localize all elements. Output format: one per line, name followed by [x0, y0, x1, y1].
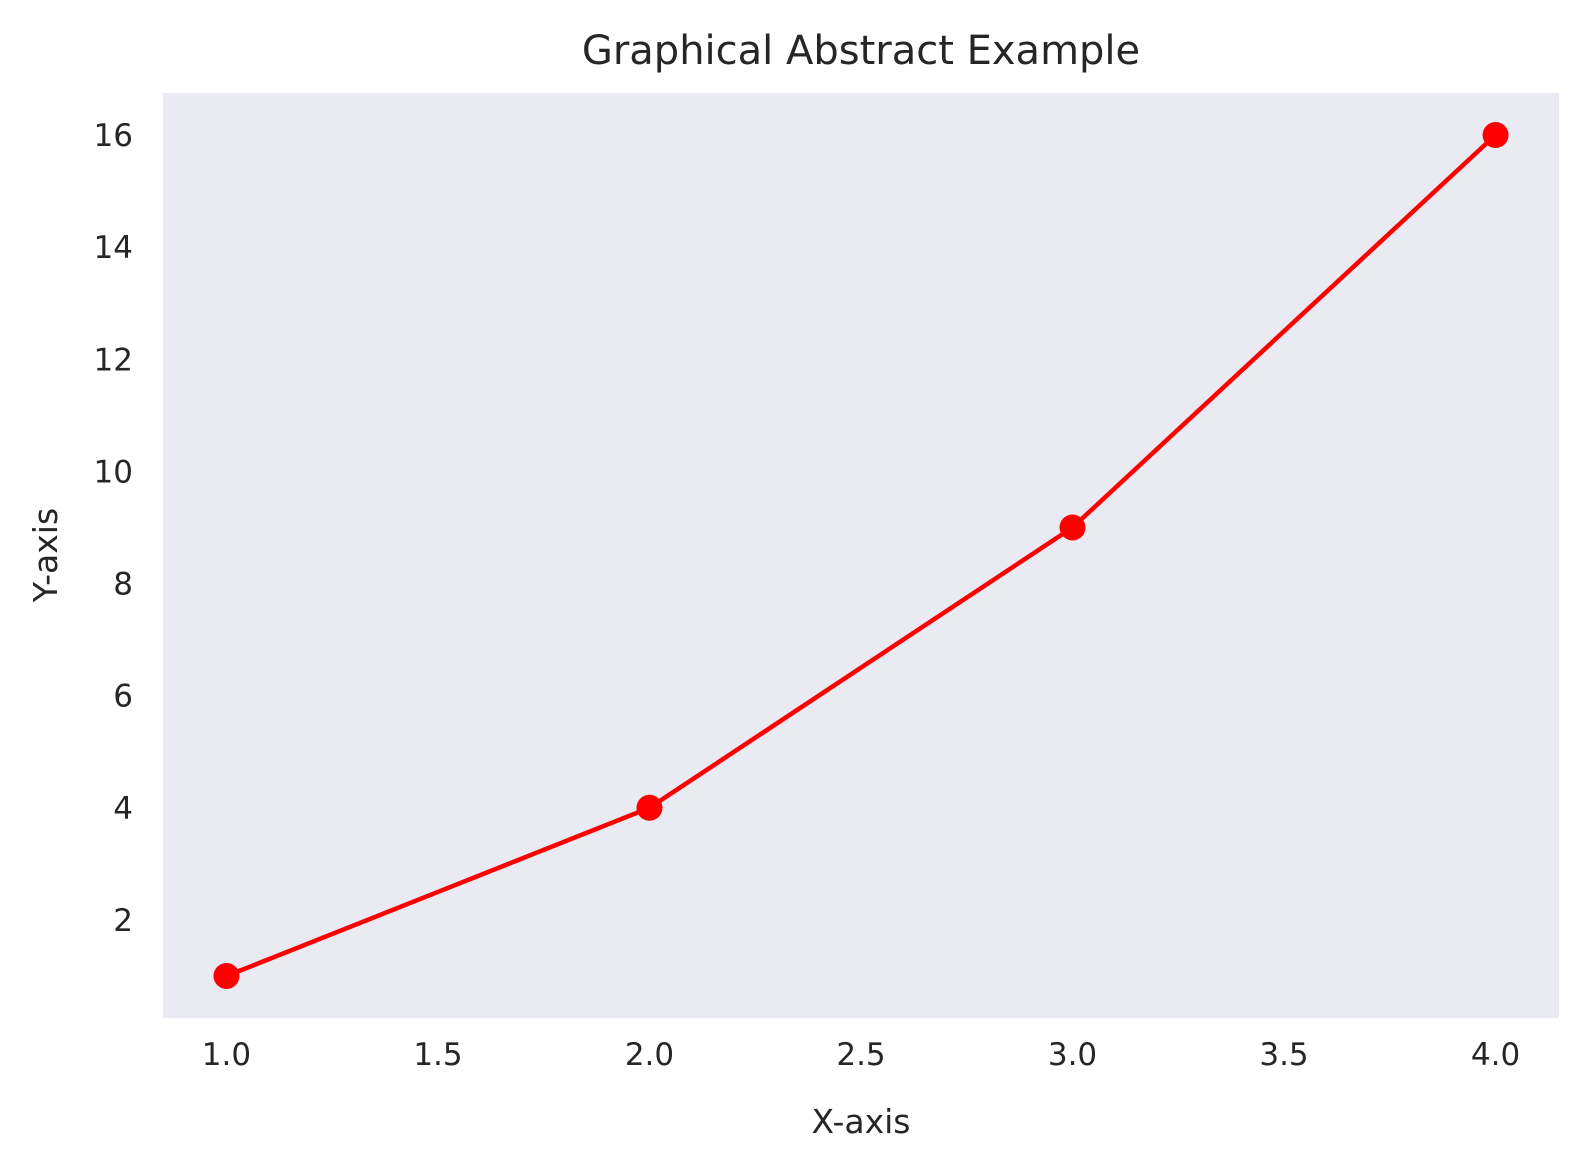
- y-tick-label: 4: [113, 791, 133, 827]
- x-tick-labels: 1.0 1.5 2.0 2.5 3.0 3.5 4.0: [202, 1037, 1520, 1073]
- x-tick-label: 1.0: [202, 1037, 251, 1073]
- x-tick-label: 3.0: [1048, 1037, 1097, 1073]
- x-tick-label: 2.5: [836, 1037, 885, 1073]
- plot-area: [163, 93, 1559, 1018]
- y-tick-label: 6: [113, 679, 133, 715]
- x-tick-label: 4.0: [1471, 1037, 1520, 1073]
- x-axis-label: X-axis: [812, 1102, 911, 1141]
- series-line: [224, 132, 1498, 979]
- y-tick-label: 10: [94, 454, 133, 490]
- series-layer: [213, 122, 1509, 989]
- chart-title: Graphical Abstract Example: [582, 28, 1140, 74]
- data-point: [1059, 514, 1086, 541]
- x-tick-label: 3.5: [1259, 1037, 1308, 1073]
- data-point: [213, 962, 240, 989]
- y-tick-label: 8: [113, 567, 133, 603]
- data-point: [1482, 122, 1509, 149]
- data-point: [636, 794, 663, 821]
- y-tick-labels: 2 4 6 8 10 12 14 16: [94, 118, 133, 939]
- y-tick-label: 16: [94, 118, 133, 154]
- y-tick-label: 2: [113, 903, 133, 939]
- y-tick-label: 14: [94, 230, 133, 266]
- y-tick-label: 12: [94, 342, 133, 378]
- x-tick-label: 1.5: [413, 1037, 462, 1073]
- y-axis-label: Y-axis: [26, 508, 65, 603]
- x-tick-label: 2.0: [625, 1037, 674, 1073]
